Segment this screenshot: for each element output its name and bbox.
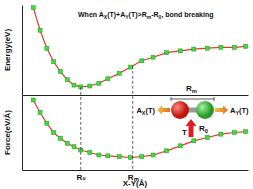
data-point	[244, 44, 248, 48]
grid-line	[80, 87, 81, 170]
data-point	[38, 111, 42, 115]
plot-area	[31, 6, 247, 89]
molecule-diagram: Rm AX(T) AY(T) T R0	[136, 84, 249, 137]
temperature-arrow	[186, 119, 197, 137]
data-point	[165, 149, 169, 153]
data-point	[88, 84, 92, 88]
data-point	[31, 98, 35, 102]
text-part: (T)	[239, 106, 249, 115]
bracket	[171, 99, 214, 100]
force-arrow	[215, 106, 228, 115]
data-point	[165, 51, 169, 55]
data-point	[151, 153, 155, 157]
data-point	[205, 136, 209, 140]
text-part: (T)	[145, 106, 155, 115]
atom-x	[171, 101, 189, 119]
annotation: When AX(T)+AY(T)>Rm-R0, bond breaking	[78, 11, 214, 20]
text-part: m	[192, 88, 197, 94]
data-point	[52, 131, 56, 135]
data-point	[97, 81, 101, 85]
data-point	[219, 132, 223, 136]
data-point	[45, 46, 49, 50]
plot-area	[31, 98, 247, 160]
bracket	[214, 97, 215, 101]
text-part: (T)+A	[107, 11, 125, 19]
data-point	[205, 46, 209, 50]
data-point	[38, 28, 42, 32]
y-axis-title: Energy(eV)	[3, 29, 12, 72]
data-point	[192, 139, 196, 143]
data-point	[244, 130, 248, 134]
grid-line	[132, 66, 133, 170]
data-point	[219, 45, 223, 49]
data-line	[33, 100, 245, 158]
data-point	[232, 131, 236, 135]
data-point	[192, 47, 196, 51]
bracket	[171, 97, 172, 101]
data-point	[117, 155, 121, 159]
y-axis-line	[22, 6, 23, 96]
data-point	[128, 65, 132, 69]
data-point	[178, 49, 182, 53]
force-arrow	[157, 106, 170, 115]
y-axis-title: Force(eV/Å)	[3, 110, 12, 155]
data-point	[106, 154, 110, 158]
tick-label: R₀	[77, 173, 87, 182]
x-axis-line	[23, 170, 249, 171]
label-r0: R0	[199, 124, 208, 134]
x-axis-title: X-Y(Å)	[123, 179, 148, 188]
data-point	[52, 60, 56, 64]
data-point	[65, 141, 69, 145]
data-point	[65, 78, 69, 82]
x-axis-line	[23, 95, 249, 96]
data-point	[72, 83, 76, 87]
data-point	[72, 145, 76, 149]
data-point	[45, 121, 49, 125]
data-point	[151, 55, 155, 59]
x-axis	[23, 95, 249, 96]
text-part: , bond breaking	[161, 11, 213, 19]
data-point	[88, 151, 92, 155]
data-point	[140, 155, 144, 159]
figure: Energy(eV) When AX(T)+AY(T)>Rm-R0, bond b…	[0, 0, 253, 189]
y-axis-line	[22, 96, 23, 171]
data-line	[33, 8, 245, 87]
x-tick: R₀	[77, 170, 87, 182]
label-ax: AX(T)	[136, 106, 155, 116]
label-t: T	[182, 128, 187, 137]
data-point	[178, 144, 182, 148]
label-ay: AY(T)	[230, 106, 249, 116]
label-rm: Rm	[186, 84, 197, 94]
data-point	[232, 45, 236, 49]
data-point	[117, 71, 121, 75]
data-point	[31, 6, 35, 10]
y-axis	[22, 96, 23, 171]
data-point	[128, 156, 132, 160]
data-point	[106, 77, 110, 81]
text-part: (T)>R	[129, 11, 147, 19]
text-part: -R	[151, 11, 158, 18]
y-axis	[22, 6, 23, 96]
text-part: When A	[78, 11, 104, 18]
data-point	[97, 153, 101, 157]
text-part: 0	[205, 128, 208, 134]
data-point	[140, 59, 144, 63]
atom-y	[196, 101, 214, 119]
data-point	[58, 70, 62, 74]
data-point	[58, 136, 62, 140]
